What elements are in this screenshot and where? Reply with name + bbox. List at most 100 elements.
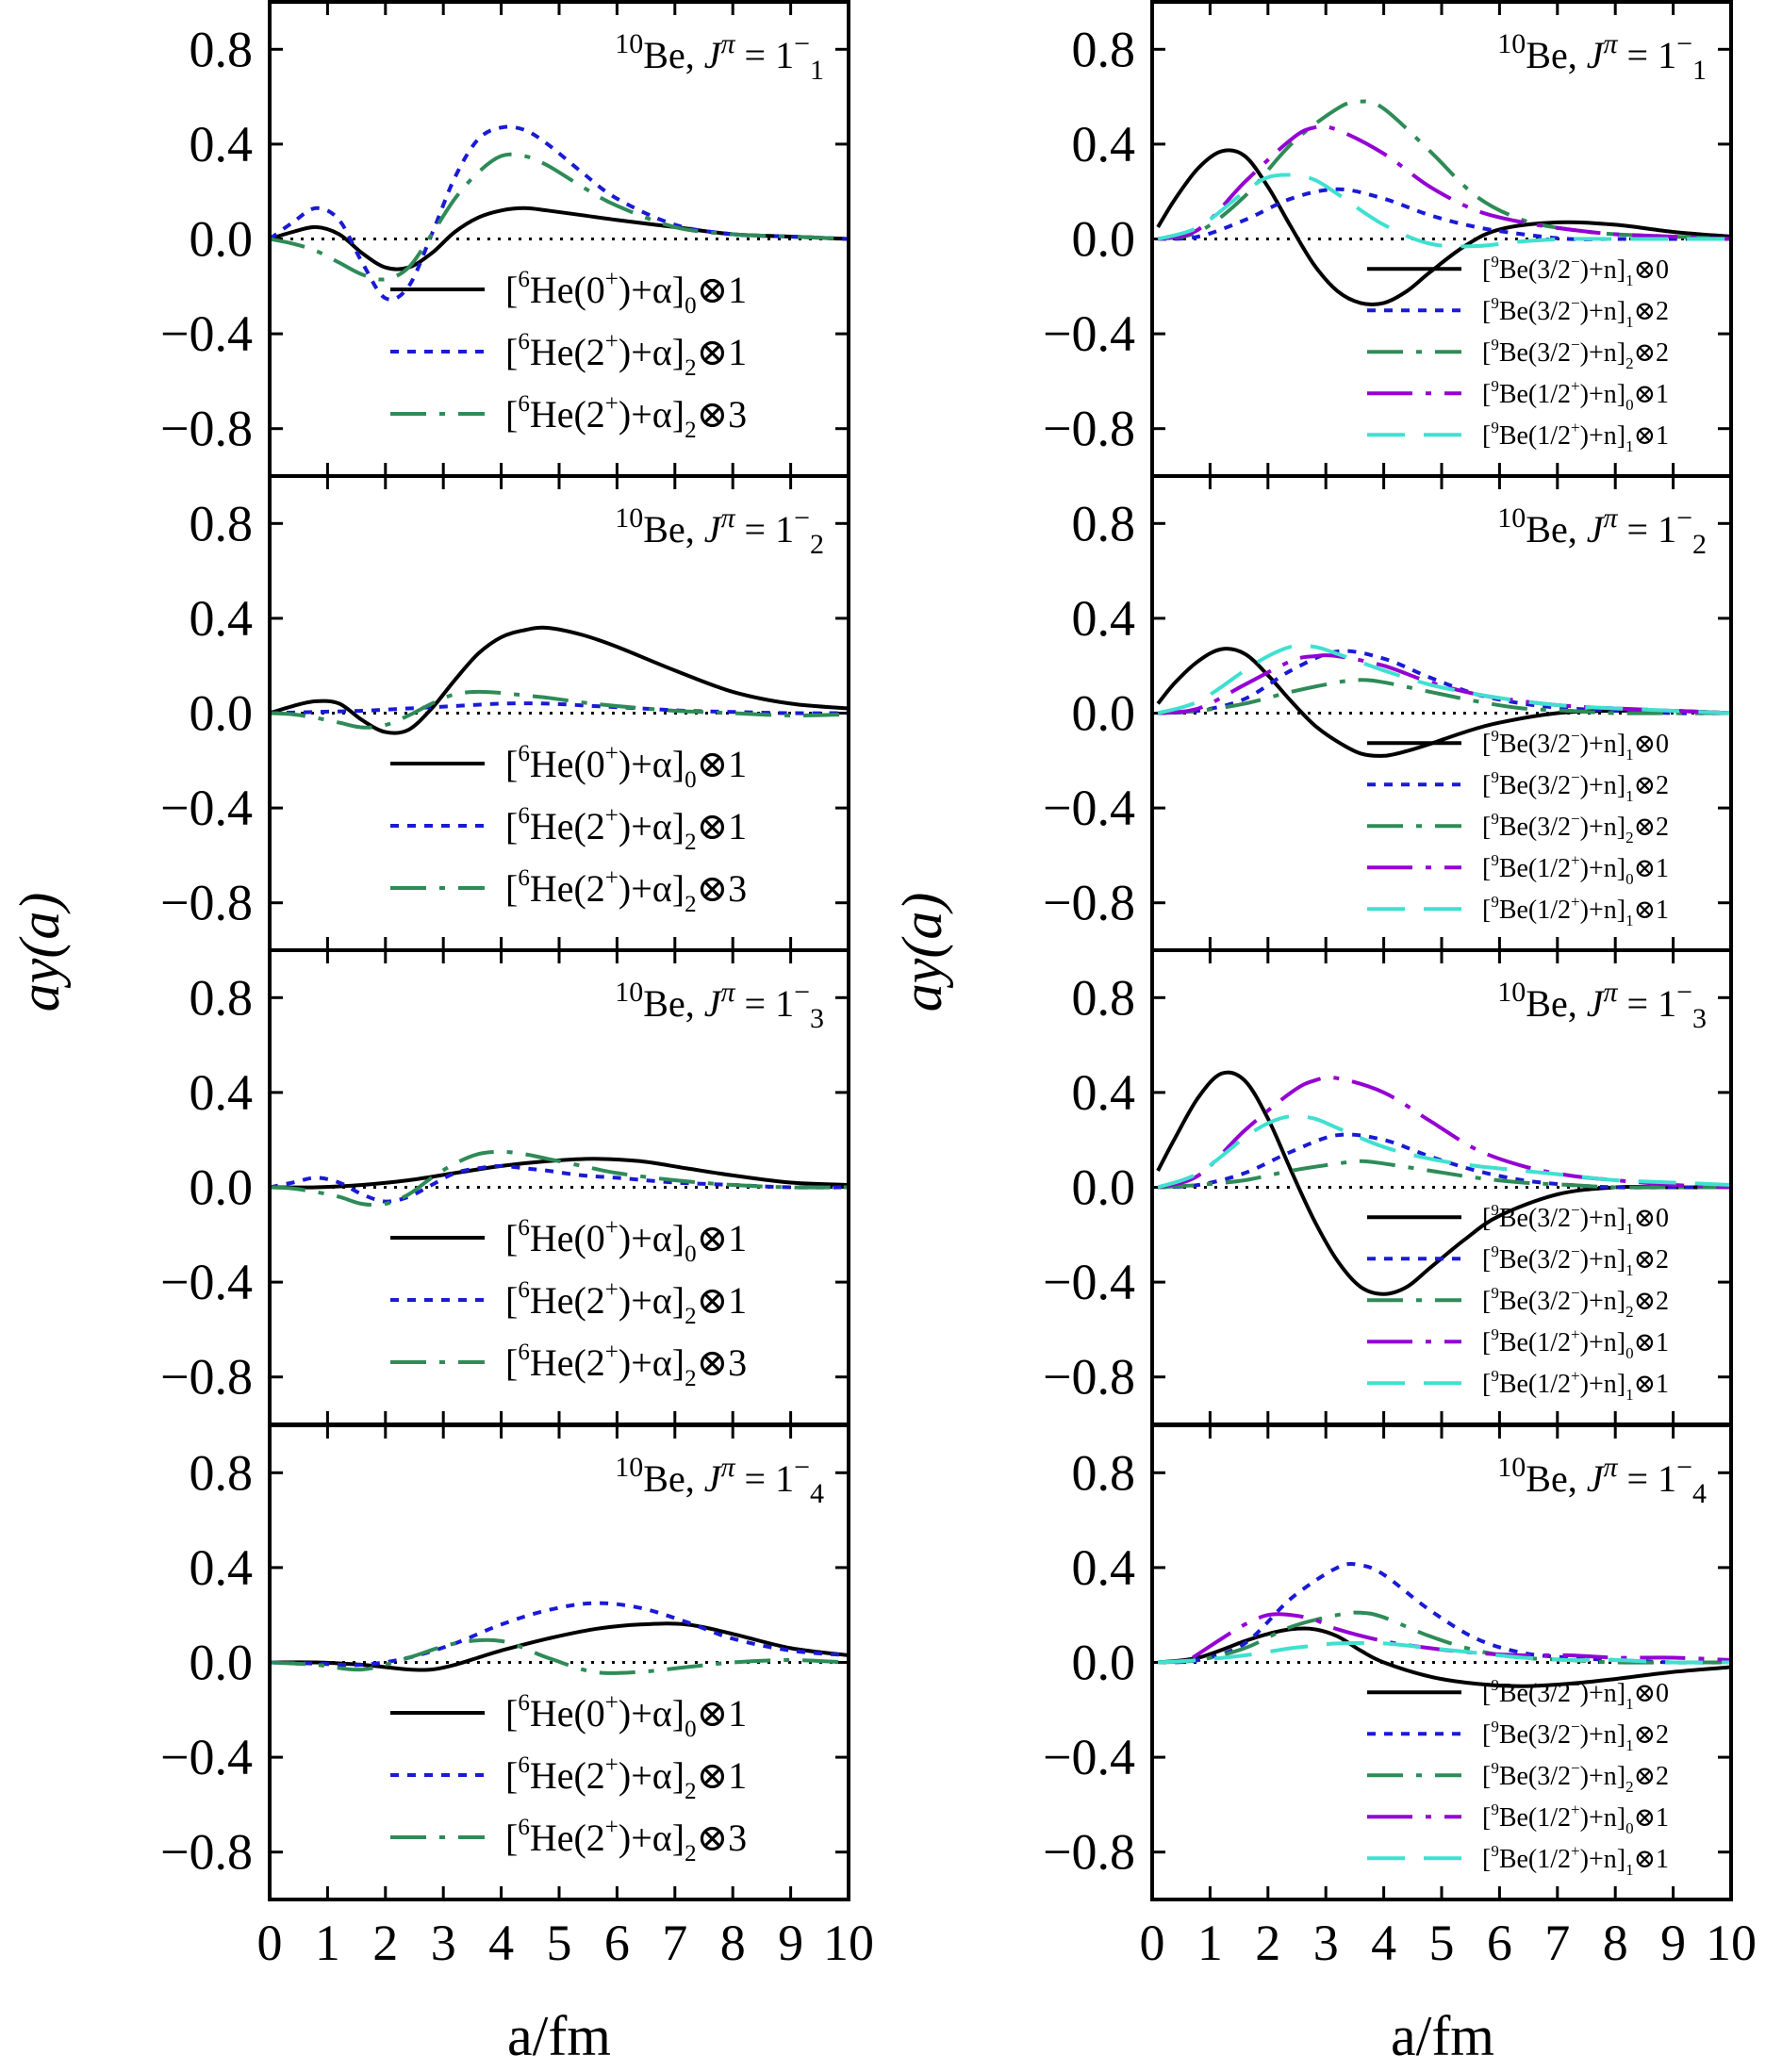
legend-entry: [9Be(1/2+)+n]1⊗1 [1482, 1367, 1669, 1404]
legend-entry: [9Be(3/2−)+n]2⊗2 [1482, 1759, 1669, 1796]
series-line [1157, 187, 1731, 241]
y-tick-label: 0.0 [190, 211, 254, 268]
x-tick-label: 2 [1255, 1915, 1280, 1971]
y-tick-label: 0.4 [190, 590, 254, 647]
panel-right-4: 0.8 0.4 0.0 −0.4 −0.80 1 2 3 4 5 6 7 8 9 10 10Be, Jπ = … [1043, 1423, 1757, 1971]
y-tick-label: 0.0 [190, 1159, 254, 1216]
y-tick-label: −0.8 [1043, 875, 1135, 931]
series-line [270, 689, 849, 730]
panel-title: 10Be, Jπ = 1−4 [1497, 1452, 1707, 1509]
y-tick-label: −0.8 [160, 1824, 253, 1881]
series-line [1157, 678, 1731, 715]
y-tick-label: −0.4 [160, 780, 253, 836]
series-line [1157, 1132, 1731, 1190]
x-tick-label: 8 [720, 1915, 746, 1971]
y-tick-label: 0.4 [1072, 1539, 1136, 1596]
y-tick-label: −0.8 [160, 1349, 253, 1406]
legend-entry: [6He(2+)+α]2⊗1 [505, 1752, 747, 1804]
panel-right-3: 0.8 0.4 0.0 −0.4 −0.8 10Be, Jπ = 1−3 [9Be(3/2−… [1043, 948, 1733, 1426]
x-tick-label: 9 [1660, 1915, 1686, 1971]
series-line [1157, 1626, 1731, 1688]
x-tick-label: 1 [1197, 1915, 1223, 1971]
x-tick-label: 1 [315, 1915, 340, 1971]
y-tick-label: −0.4 [1043, 1729, 1135, 1785]
series-line [1157, 1075, 1731, 1190]
series-line [270, 1621, 849, 1672]
series-line [1157, 173, 1731, 249]
panel-title: 10Be, Jπ = 1−1 [1497, 28, 1707, 86]
legend-entry: [9Be(3/2−)+n]1⊗0 [1482, 253, 1669, 289]
y-tick-label: 0.0 [1072, 685, 1136, 742]
x-tick-label: 4 [1371, 1915, 1396, 1971]
panel-right-1: 0.8 0.4 0.0 −0.4 −0.8 10Be, Jπ = 1−1 [9Be(3/2−… [1043, 0, 1733, 478]
legend-entry: [9Be(1/2+)+n]1⊗1 [1482, 1842, 1669, 1879]
y-tick-label: 0.4 [1072, 590, 1136, 647]
panel-left-2: 0.8 0.4 0.0 −0.4 −0.8 10Be, Jπ = 1−2 [6He(0+)+… [160, 474, 850, 952]
y-tick-label: 0.4 [190, 1064, 254, 1121]
legend-entry: [9Be(1/2+)+n]0⊗1 [1482, 851, 1669, 888]
x-tick-label: 7 [662, 1915, 687, 1971]
legend-entry: [9Be(3/2−)+n]1⊗2 [1482, 1718, 1669, 1754]
y-tick-label: 0.4 [1072, 116, 1136, 173]
x-tick-label: 7 [1544, 1915, 1570, 1971]
y-tick-label: 0.4 [190, 116, 254, 173]
y-tick-label: −0.8 [160, 875, 253, 931]
series-line [1156, 647, 1731, 758]
series-line [1157, 1159, 1731, 1190]
legend-entry: [9Be(1/2+)+n]1⊗1 [1482, 419, 1669, 455]
series-line [1157, 649, 1731, 715]
plot-frame [1150, 1423, 1733, 1901]
y-tick-label: −0.8 [1043, 401, 1135, 457]
y-axis-label-left: ay(a) [8, 893, 71, 1012]
series-line [1156, 1070, 1731, 1296]
y-tick-label: 0.0 [1072, 1159, 1136, 1216]
legend-entry: [9Be(3/2−)+n]1⊗0 [1482, 727, 1669, 764]
x-tick-label: 6 [604, 1915, 630, 1971]
y-tick-label: −0.4 [1043, 1254, 1135, 1310]
x-axis-label-right: a/fm [1391, 2005, 1494, 2067]
legend-entry: [9Be(3/2−)+n]1⊗2 [1482, 768, 1669, 805]
x-tick-label: 10 [823, 1915, 874, 1971]
legend-entry: [6He(2+)+α]2⊗1 [505, 1277, 747, 1329]
panel-title: 10Be, Jπ = 1−1 [615, 28, 824, 86]
legend-entry: [9Be(1/2+)+n]0⊗1 [1482, 1325, 1669, 1362]
y-tick-label: 0.8 [190, 969, 254, 1026]
y-tick-label: −0.8 [1043, 1824, 1135, 1881]
series-line [1191, 1612, 1731, 1662]
y-tick-label: 0.0 [1072, 211, 1136, 268]
y-tick-label: −0.8 [160, 401, 253, 457]
x-tick-label: 5 [547, 1915, 572, 1971]
x-tick-label: 5 [1429, 1915, 1455, 1971]
legend-entry: [6He(2+)+α]2⊗1 [505, 329, 747, 381]
legend-entry: [9Be(3/2−)+n]2⊗2 [1482, 810, 1669, 847]
x-axis-label-left: a/fm [507, 2005, 611, 2067]
y-tick-label: 0.0 [1072, 1635, 1136, 1691]
y-tick-label: −0.4 [1043, 305, 1135, 362]
y-tick-label: 0.8 [190, 1444, 254, 1501]
series-line [270, 1601, 849, 1668]
x-tick-label: 0 [257, 1915, 283, 1971]
legend-entry: [6He(2+)+α]2⊗3 [505, 391, 747, 443]
y-tick-label: 0.8 [1072, 1444, 1136, 1501]
y-tick-label: 0.0 [190, 685, 254, 742]
panels: 0.8 0.4 0.0 −0.4 −0.8 10Be, Jπ = 1−1 [6He(0+)+… [160, 0, 1757, 1971]
series-line [270, 152, 849, 282]
panel-title: 10Be, Jπ = 1−2 [615, 502, 824, 560]
panel-left-1: 0.8 0.4 0.0 −0.4 −0.8 10Be, Jπ = 1−1 [6He(0+)+… [160, 0, 850, 478]
y-tick-label: −0.4 [160, 305, 253, 362]
series-line [270, 1149, 849, 1208]
x-tick-label: 0 [1140, 1915, 1165, 1971]
y-tick-label: 0.0 [190, 1635, 254, 1691]
y-tick-label: 0.4 [1072, 1064, 1136, 1121]
series-line [1157, 1610, 1731, 1665]
series-line [1156, 148, 1731, 306]
legend-entry: [6He(0+)+α]0⊗1 [505, 1215, 747, 1267]
x-tick-label: 2 [372, 1915, 398, 1971]
series-line [270, 1157, 849, 1190]
series-line [1157, 124, 1731, 241]
series-line [270, 206, 849, 271]
series-line [270, 701, 849, 715]
panel-title: 10Be, Jπ = 1−4 [615, 1452, 824, 1509]
y-tick-label: −0.4 [1043, 780, 1135, 836]
panel-title: 10Be, Jπ = 1−3 [1497, 977, 1707, 1034]
